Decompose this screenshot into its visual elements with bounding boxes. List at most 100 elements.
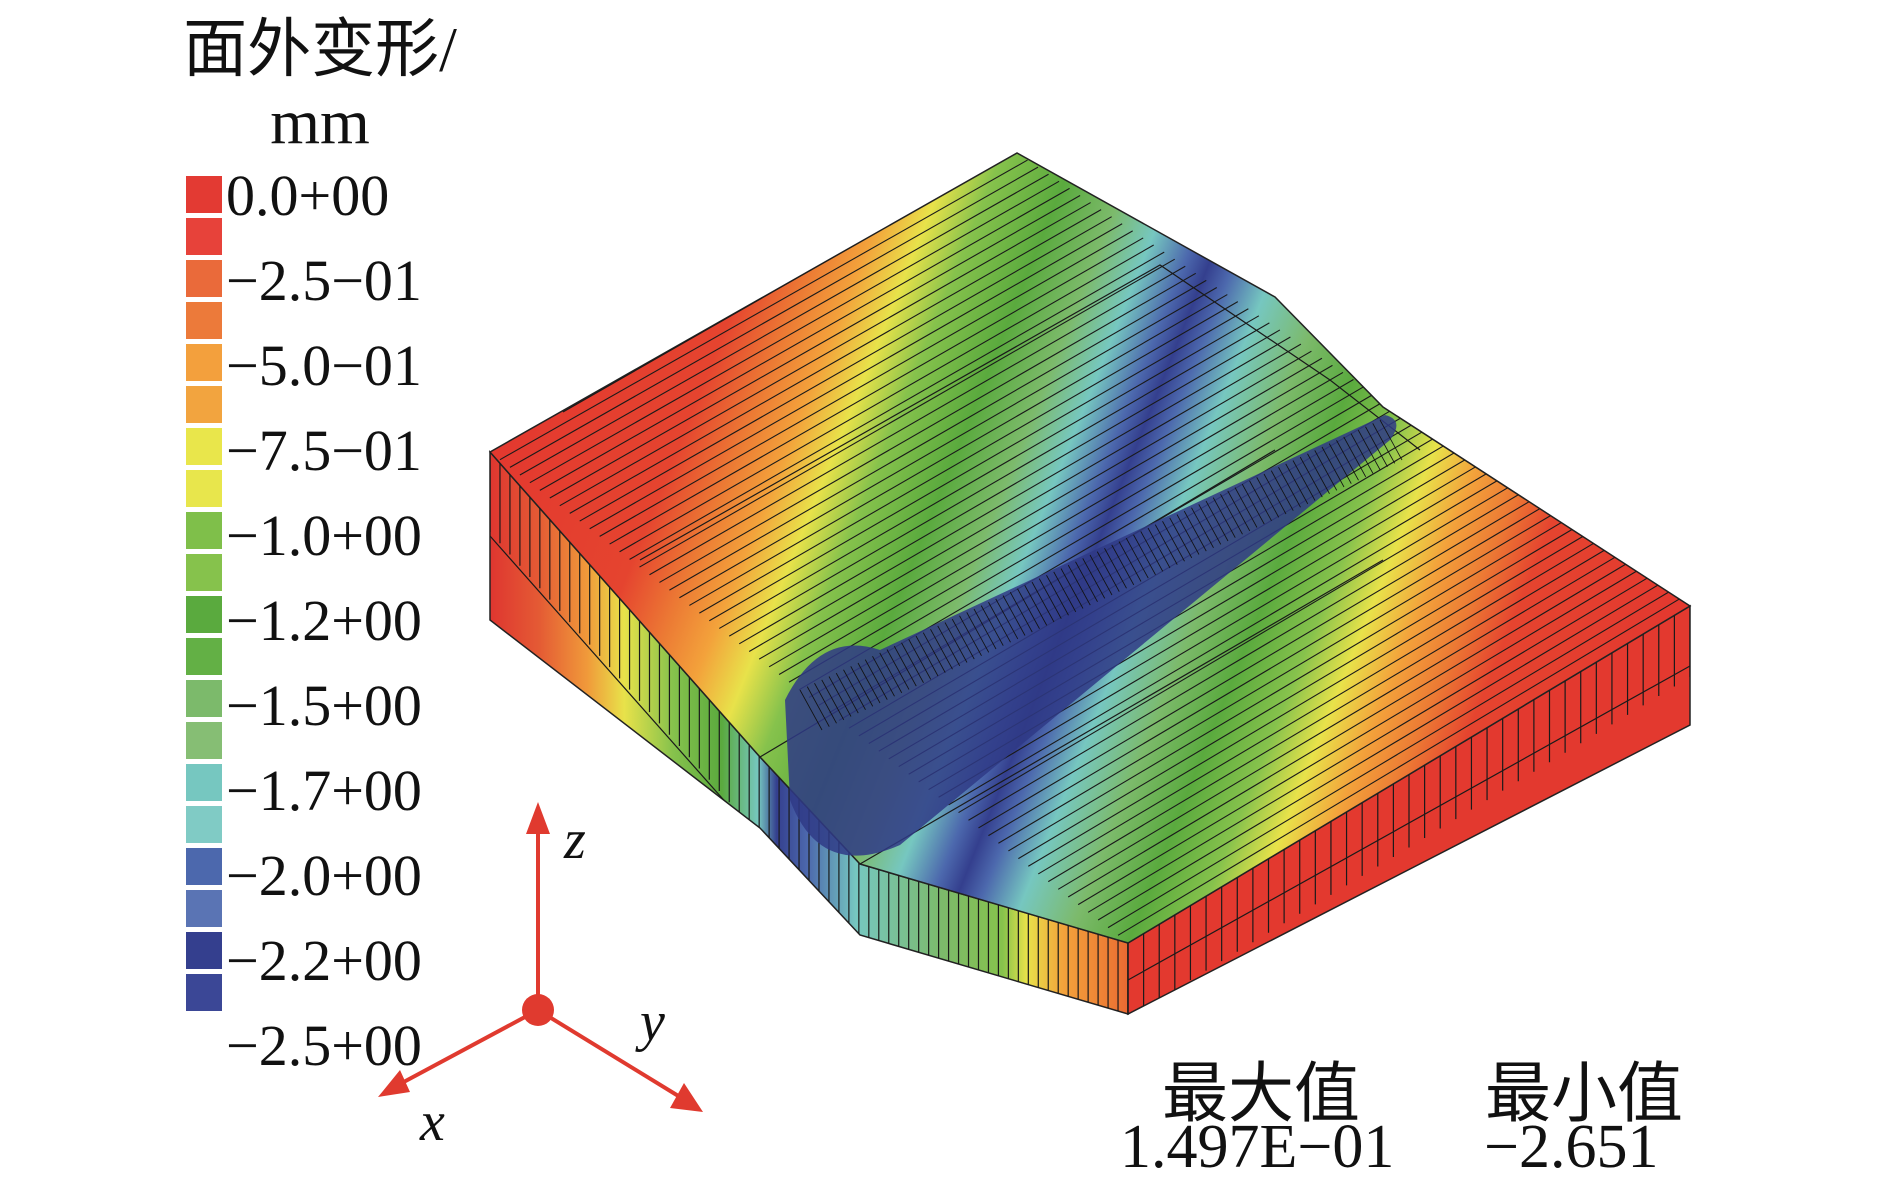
x-axis-label: x xyxy=(420,1091,445,1153)
mesh-line xyxy=(758,343,1302,660)
triad-origin xyxy=(522,994,554,1026)
mesh-line xyxy=(944,622,968,663)
mesh-line xyxy=(864,659,888,700)
mesh-line xyxy=(1053,571,1077,613)
mesh-line xyxy=(973,608,997,650)
z-axis-arrowhead xyxy=(526,802,550,834)
mesh-line xyxy=(872,656,895,697)
legend-title-line1: 面外变形/ xyxy=(183,14,457,85)
mesh-line xyxy=(959,615,982,656)
mesh-line xyxy=(1031,581,1055,623)
front-mesh-lines xyxy=(490,452,1128,1014)
mesh-line xyxy=(549,194,1081,499)
mesh-line xyxy=(937,625,961,667)
mesh-line xyxy=(1117,598,1680,936)
min-value-title: 最小值 xyxy=(1485,1058,1683,1131)
mesh-line xyxy=(1037,541,1596,875)
legend-swatch xyxy=(186,974,222,1011)
mesh-line xyxy=(908,639,932,680)
legend-swatch xyxy=(186,512,222,549)
mesh-line xyxy=(639,258,1176,568)
mesh-line xyxy=(1350,433,1374,474)
legend-swatch xyxy=(186,260,222,297)
mesh-line xyxy=(1096,551,1120,592)
mesh-line xyxy=(1047,548,1607,883)
mesh-line xyxy=(1140,531,1164,572)
legend-label: −2.2+00 xyxy=(226,928,422,993)
mesh-line xyxy=(968,492,1523,821)
legend-swatch xyxy=(186,680,222,717)
legend-swatch xyxy=(186,638,222,675)
mesh-line xyxy=(886,649,910,690)
mesh-line xyxy=(1038,578,1062,619)
legend-label: −1.5+00 xyxy=(226,673,422,738)
mesh-line xyxy=(629,251,1165,560)
mesh-line xyxy=(1118,541,1142,582)
mesh-line xyxy=(1285,463,1309,505)
mesh-line xyxy=(980,605,1004,646)
mesh-line xyxy=(1046,575,1069,616)
y-axis-arrowhead xyxy=(670,1083,703,1112)
mesh-line xyxy=(619,244,1154,553)
mesh-line xyxy=(579,216,1112,522)
mesh-line xyxy=(930,629,953,670)
legend-swatch xyxy=(186,764,222,801)
legend-label: −2.5+00 xyxy=(226,1013,422,1078)
mesh-line xyxy=(1357,429,1381,471)
mesh-line xyxy=(609,237,1144,545)
mesh-line xyxy=(1212,497,1236,538)
mesh-line xyxy=(1077,570,1638,906)
mesh-line xyxy=(599,230,1133,537)
x-axis-arrowhead xyxy=(378,1070,410,1097)
mesh-line xyxy=(1328,443,1352,484)
mesh-line xyxy=(1104,548,1127,589)
legend-swatch xyxy=(186,932,222,969)
legend-title-unit: mm xyxy=(270,85,370,157)
mesh-line xyxy=(1008,520,1565,852)
legend-swatch xyxy=(186,176,222,213)
max-value: 1.497E−01 xyxy=(1120,1113,1395,1181)
mesh-line xyxy=(1147,527,1171,569)
mesh-line xyxy=(1256,477,1280,518)
legend-swatch xyxy=(186,890,222,927)
mesh-line xyxy=(1343,436,1367,478)
weld-bead-mesh xyxy=(799,419,1403,731)
mesh-line xyxy=(1249,480,1272,521)
mesh-line xyxy=(709,308,1249,622)
mesh-line xyxy=(679,287,1218,599)
mesh-line xyxy=(958,485,1512,814)
mesh-line xyxy=(728,322,1270,637)
mesh-line xyxy=(938,471,1491,798)
mesh-line xyxy=(806,686,830,727)
mesh-line xyxy=(1097,584,1659,921)
mesh-line xyxy=(1028,534,1586,867)
mesh-line xyxy=(828,676,852,717)
weld-bead xyxy=(785,415,1397,856)
min-value: −2.651 xyxy=(1484,1113,1659,1181)
mesh-line xyxy=(1227,490,1251,532)
legend-swatch xyxy=(186,386,222,423)
legend-color-bar xyxy=(186,176,222,1016)
mesh-line xyxy=(1307,453,1330,494)
mesh-line xyxy=(1067,564,1091,606)
mesh-line xyxy=(669,279,1207,591)
mesh-line xyxy=(1017,588,1040,629)
mesh-line xyxy=(1205,500,1229,542)
legend-swatch xyxy=(186,302,222,339)
mesh-line xyxy=(569,209,1102,514)
mesh-line xyxy=(1336,440,1359,481)
mesh-line xyxy=(988,506,1544,837)
mesh-line xyxy=(649,265,1186,576)
coordinate-triad xyxy=(378,802,703,1112)
mesh-line xyxy=(951,618,975,660)
mesh-line xyxy=(1299,456,1323,498)
mesh-line xyxy=(1278,467,1301,508)
mesh-line xyxy=(539,187,1070,491)
mesh-line xyxy=(1133,534,1156,575)
right-mesh-lines xyxy=(1128,606,1690,1014)
legend-title: 面外变形/ mm xyxy=(150,14,490,157)
mesh-line xyxy=(857,662,881,704)
mesh-line xyxy=(738,329,1281,645)
mesh-line xyxy=(850,666,874,707)
